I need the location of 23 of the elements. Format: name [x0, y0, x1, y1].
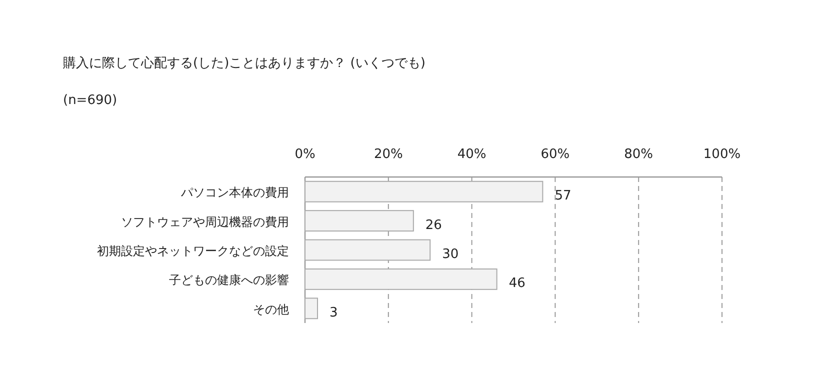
y-tick-label: その他 — [253, 302, 289, 316]
x-tick-label: 20% — [374, 147, 403, 162]
bar — [304, 210, 414, 232]
chart-title: 購入に際して心配する(した)ことはありますか？ (いくつでも) — [63, 55, 426, 71]
bar — [304, 180, 544, 202]
data-label: 26 — [425, 218, 442, 233]
bar — [304, 298, 318, 320]
x-tick-label: 80% — [624, 147, 654, 162]
text: (n=690) — [63, 93, 118, 108]
data-label: 3 — [330, 305, 338, 320]
data-label: 46 — [508, 276, 526, 292]
y-tick-label: 子どもの健康への影響 — [169, 273, 289, 288]
y-tick-label: パソコン本体の費用 — [180, 186, 289, 200]
y-tick-label: ソフトウェアや周辺機器の費用 — [121, 214, 289, 229]
bar — [304, 239, 431, 261]
bar — [304, 268, 498, 290]
x-tick-label: 100% — [703, 147, 741, 162]
data-label: 30 — [442, 247, 459, 262]
x-tick-label: 40% — [457, 147, 486, 162]
x-tick-label: 0% — [294, 147, 316, 162]
y-tick-label: 初期設定やネットワークなどの設定 — [97, 244, 289, 258]
x-tick-label: 60% — [540, 147, 570, 162]
data-label: 57 — [554, 188, 572, 204]
